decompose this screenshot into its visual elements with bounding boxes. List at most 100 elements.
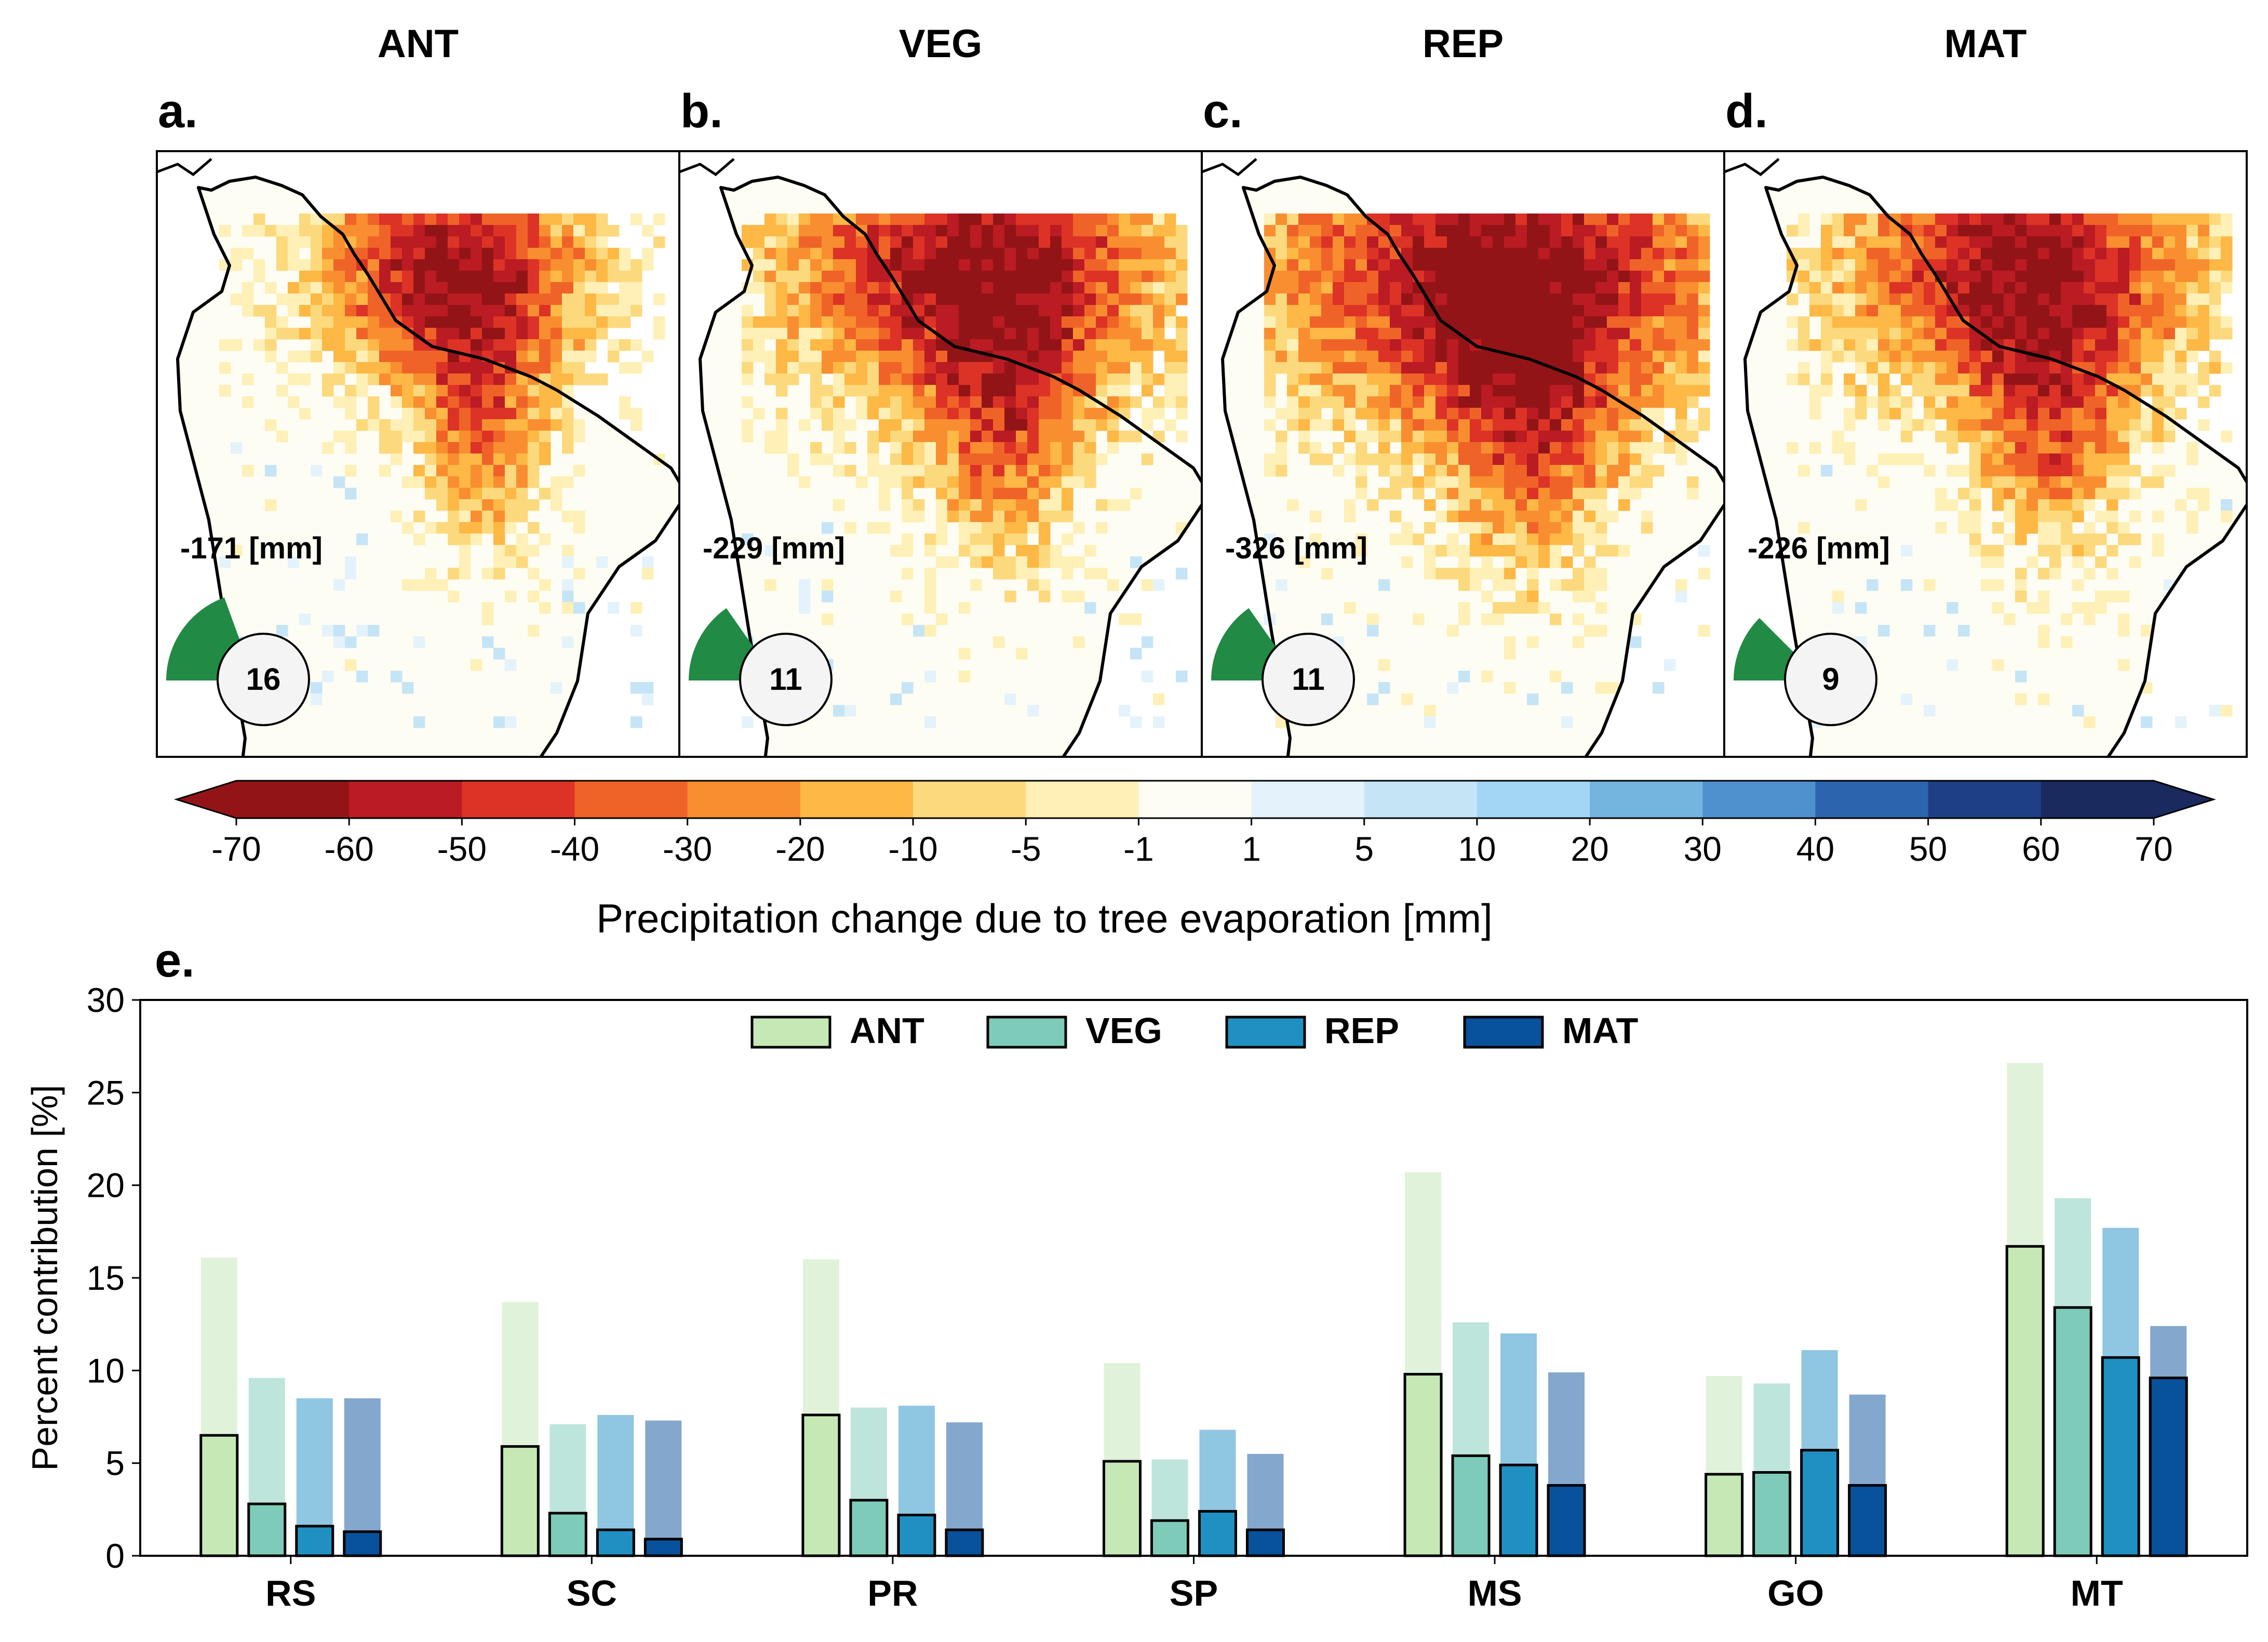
map-panel-ant: ANT a. -171 [mm] 16 bbox=[156, 22, 680, 758]
bar-chart: e. 0 5 10 15 20 25 30 Percent contribution [%] RS… bbox=[24, 934, 2248, 1613]
bar-mat-pr bbox=[945, 1528, 984, 1557]
colorbar-bin bbox=[2041, 781, 2154, 818]
bar-veg-ms bbox=[1451, 1454, 1491, 1557]
legend-swatch-mat bbox=[1463, 1016, 1544, 1049]
count-circle bbox=[217, 633, 310, 726]
panel-letter: b. bbox=[680, 85, 723, 138]
colorbar-bin bbox=[687, 781, 801, 818]
count-circle bbox=[739, 633, 833, 726]
precip-change-field bbox=[219, 213, 665, 728]
colorbar-tick-label: 40 bbox=[1796, 830, 1834, 868]
bar-ant-pr bbox=[801, 1413, 841, 1557]
total-change-label: -229 [mm] bbox=[703, 531, 845, 565]
x-tick-label: GO bbox=[1767, 1573, 1824, 1613]
bar-veg-sc bbox=[548, 1512, 587, 1557]
bar-rep-rs bbox=[295, 1525, 334, 1557]
bar-mat-sp bbox=[1246, 1528, 1285, 1557]
legend-swatch-rep bbox=[1225, 1016, 1306, 1049]
bar-mat-ms bbox=[1547, 1484, 1586, 1557]
map-frame bbox=[1723, 150, 2248, 758]
precip-change-field bbox=[742, 213, 1188, 728]
legend-label: REP bbox=[1324, 1010, 1399, 1051]
count-label: 11 bbox=[769, 662, 802, 697]
bar-veg-mt bbox=[2053, 1306, 2092, 1557]
bar-ant-sc bbox=[500, 1445, 540, 1557]
y-tick-label: 30 bbox=[87, 981, 125, 1019]
panel-title: VEG bbox=[899, 22, 983, 66]
colorbar-tick-label: 30 bbox=[1684, 830, 1722, 868]
bar-mat-go bbox=[1848, 1484, 1887, 1557]
precip-change-field bbox=[1787, 213, 2233, 728]
map-panel-rep: REP c. -326 [mm] 11 bbox=[1201, 22, 1725, 758]
y-tick-label: 25 bbox=[87, 1073, 125, 1112]
colorbar-tick-label: -40 bbox=[550, 830, 599, 868]
colorbar-bin bbox=[1590, 781, 1703, 818]
legend-swatch-ant bbox=[750, 1016, 831, 1049]
colorbar-tick-label: -30 bbox=[663, 830, 712, 868]
colorbar: -70 -60 -50 -40 -30 -20 -10 -5 -1 1 5 10 20 30 40 50 60 7… bbox=[173, 780, 2217, 941]
total-change-label: -326 [mm] bbox=[1225, 531, 1367, 565]
bar-rep-pr bbox=[897, 1514, 936, 1557]
map-panel-mat: MAT d. -226 [mm] 9 bbox=[1723, 22, 2248, 758]
bar-veg-sp bbox=[1150, 1519, 1189, 1557]
colorbar-bin bbox=[462, 781, 575, 818]
x-tick-label: SC bbox=[567, 1573, 617, 1613]
colorbar-tick-label: -5 bbox=[1011, 830, 1041, 868]
colorbar-tick-label: 60 bbox=[2022, 830, 2060, 868]
colorbar-bin bbox=[349, 781, 462, 818]
y-tick-label: 10 bbox=[87, 1351, 125, 1390]
bar-veg-go bbox=[1752, 1471, 1792, 1557]
count-label: 11 bbox=[1292, 662, 1324, 697]
panel-letter: a. bbox=[158, 85, 198, 138]
bar-rep-sc bbox=[596, 1528, 635, 1557]
bar-rep-sp bbox=[1198, 1510, 1237, 1557]
bar-rep-mt bbox=[2101, 1356, 2140, 1557]
total-change-label: -171 [mm] bbox=[180, 531, 323, 565]
count-circle bbox=[1262, 633, 1355, 726]
colorbar-tick-label: -1 bbox=[1123, 830, 1154, 868]
legend-label: ANT bbox=[850, 1010, 924, 1051]
bar-ant-sp bbox=[1103, 1460, 1142, 1557]
bar-mat-mt bbox=[2149, 1377, 2188, 1557]
colorbar-bin bbox=[1815, 781, 1929, 818]
x-tick-label: PR bbox=[867, 1573, 918, 1613]
bar-ant-ms bbox=[1403, 1372, 1443, 1557]
colorbar-tick-label: -10 bbox=[888, 830, 937, 868]
panel-title: ANT bbox=[378, 22, 459, 66]
colorbar-tick-label: -50 bbox=[437, 830, 487, 868]
colorbar-tick-label: 5 bbox=[1354, 830, 1374, 868]
legend-label: VEG bbox=[1085, 1010, 1162, 1051]
panel-letter: d. bbox=[1725, 85, 1768, 138]
colorbar-bin bbox=[1477, 781, 1590, 818]
bar-upper-mat-rs bbox=[344, 1398, 381, 1556]
colorbar-tick-label: -60 bbox=[324, 830, 373, 868]
colorbar-bin bbox=[913, 781, 1026, 818]
colorbar-bin bbox=[1026, 781, 1139, 818]
colorbar-over-arrow bbox=[2154, 781, 2213, 818]
panel-letter: e. bbox=[155, 934, 195, 987]
colorbar-label: Precipitation change due to tree evapora… bbox=[596, 896, 1493, 941]
colorbar-under-arrow bbox=[177, 781, 236, 818]
panel-title: MAT bbox=[1944, 22, 2027, 66]
colorbar-bin bbox=[574, 781, 688, 818]
x-tick-label: MT bbox=[2071, 1573, 2123, 1613]
colorbar-bin bbox=[1702, 781, 1816, 818]
y-axis-label: Percent contribution [%] bbox=[24, 1085, 65, 1471]
y-tick-label: 15 bbox=[87, 1259, 125, 1297]
colorbar-bin bbox=[1251, 781, 1365, 818]
bar-ant-rs bbox=[199, 1434, 239, 1557]
colorbar-bin bbox=[236, 781, 350, 818]
bar-upper-mat-sc bbox=[645, 1420, 682, 1556]
bar-veg-pr bbox=[849, 1499, 889, 1557]
colorbar-bin bbox=[1364, 781, 1478, 818]
colorbar-tick-label: 70 bbox=[2135, 830, 2172, 868]
bar-mat-sc bbox=[643, 1538, 683, 1557]
map-panels: ANT a. -171 [mm] 16 VEG b. -229 [mm] 11 REP c. -32… bbox=[156, 22, 2248, 758]
bar-ant-go bbox=[1705, 1473, 1744, 1557]
precip-change-field bbox=[1264, 213, 1710, 728]
y-tick-label: 5 bbox=[105, 1444, 125, 1483]
y-tick-label: 0 bbox=[105, 1537, 125, 1575]
colorbar-tick-label: 1 bbox=[1242, 830, 1261, 868]
y-tick-label: 20 bbox=[87, 1166, 125, 1205]
